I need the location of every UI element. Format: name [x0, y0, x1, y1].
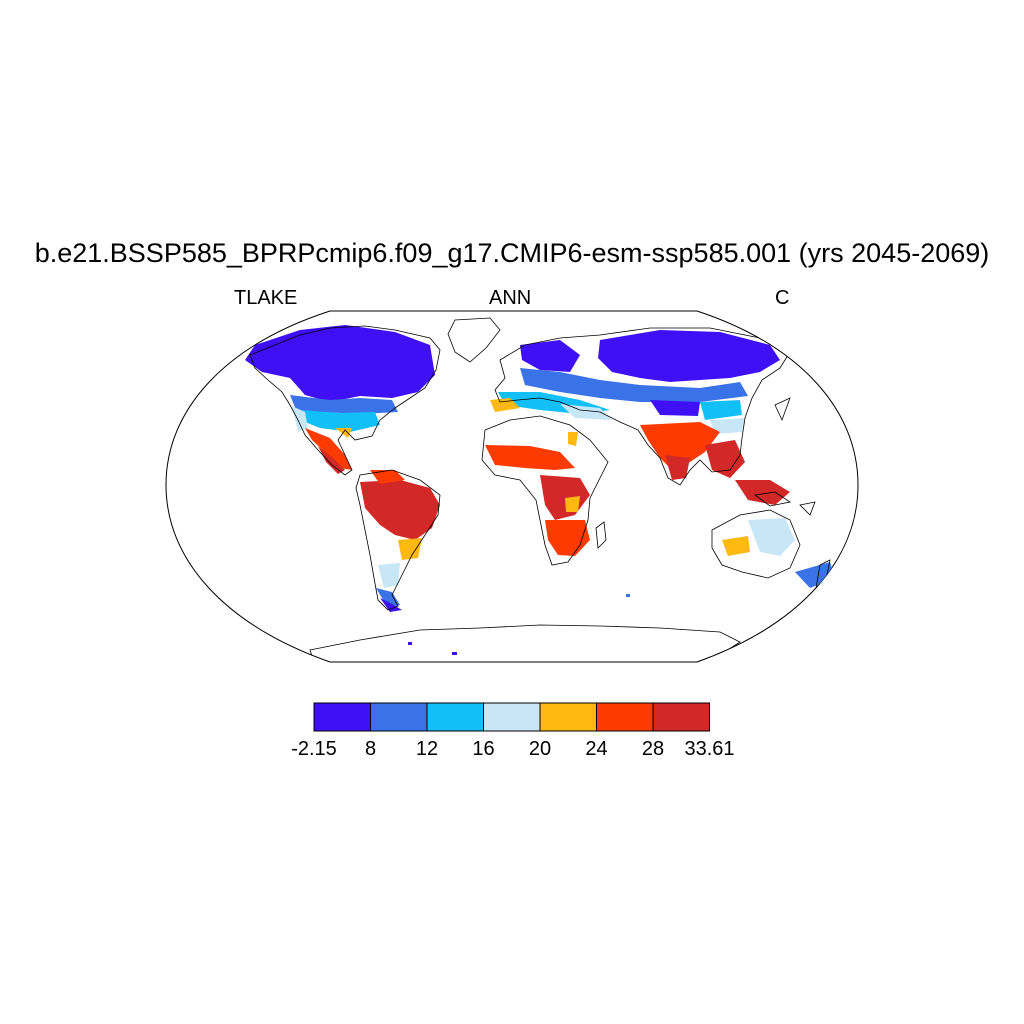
plot-title: b.e21.BSSP585_BPRPcmip6.f09_g17.CMIP6-es… [34, 238, 990, 268]
colorbar-tick-label: 28 [641, 738, 665, 760]
data-fields [245, 325, 835, 655]
colorbar-tick-label: 20 [528, 738, 552, 760]
colorbar-tick-label: -2.15 [291, 738, 337, 760]
colorbar-tick-label: 16 [472, 738, 495, 760]
season-label: ANN [489, 287, 532, 309]
colorbar-tick-label: 12 [415, 738, 439, 760]
colorbar-box [313, 702, 371, 732]
coastlines [249, 317, 831, 662]
units-label: C [775, 287, 790, 309]
colorbar-box [539, 702, 597, 732]
colorbar-tick-label: 33.61 [684, 738, 735, 760]
colorbar-tick-label: 24 [585, 738, 608, 760]
variable-label: TLAKE [234, 287, 298, 309]
colorbar-tick-label: 8 [364, 738, 377, 760]
colorbar-box [596, 702, 654, 732]
colorbar-box [483, 702, 541, 732]
colorbar-box [652, 702, 710, 732]
colorbar-box [370, 702, 428, 732]
colorbar-box [426, 702, 484, 732]
